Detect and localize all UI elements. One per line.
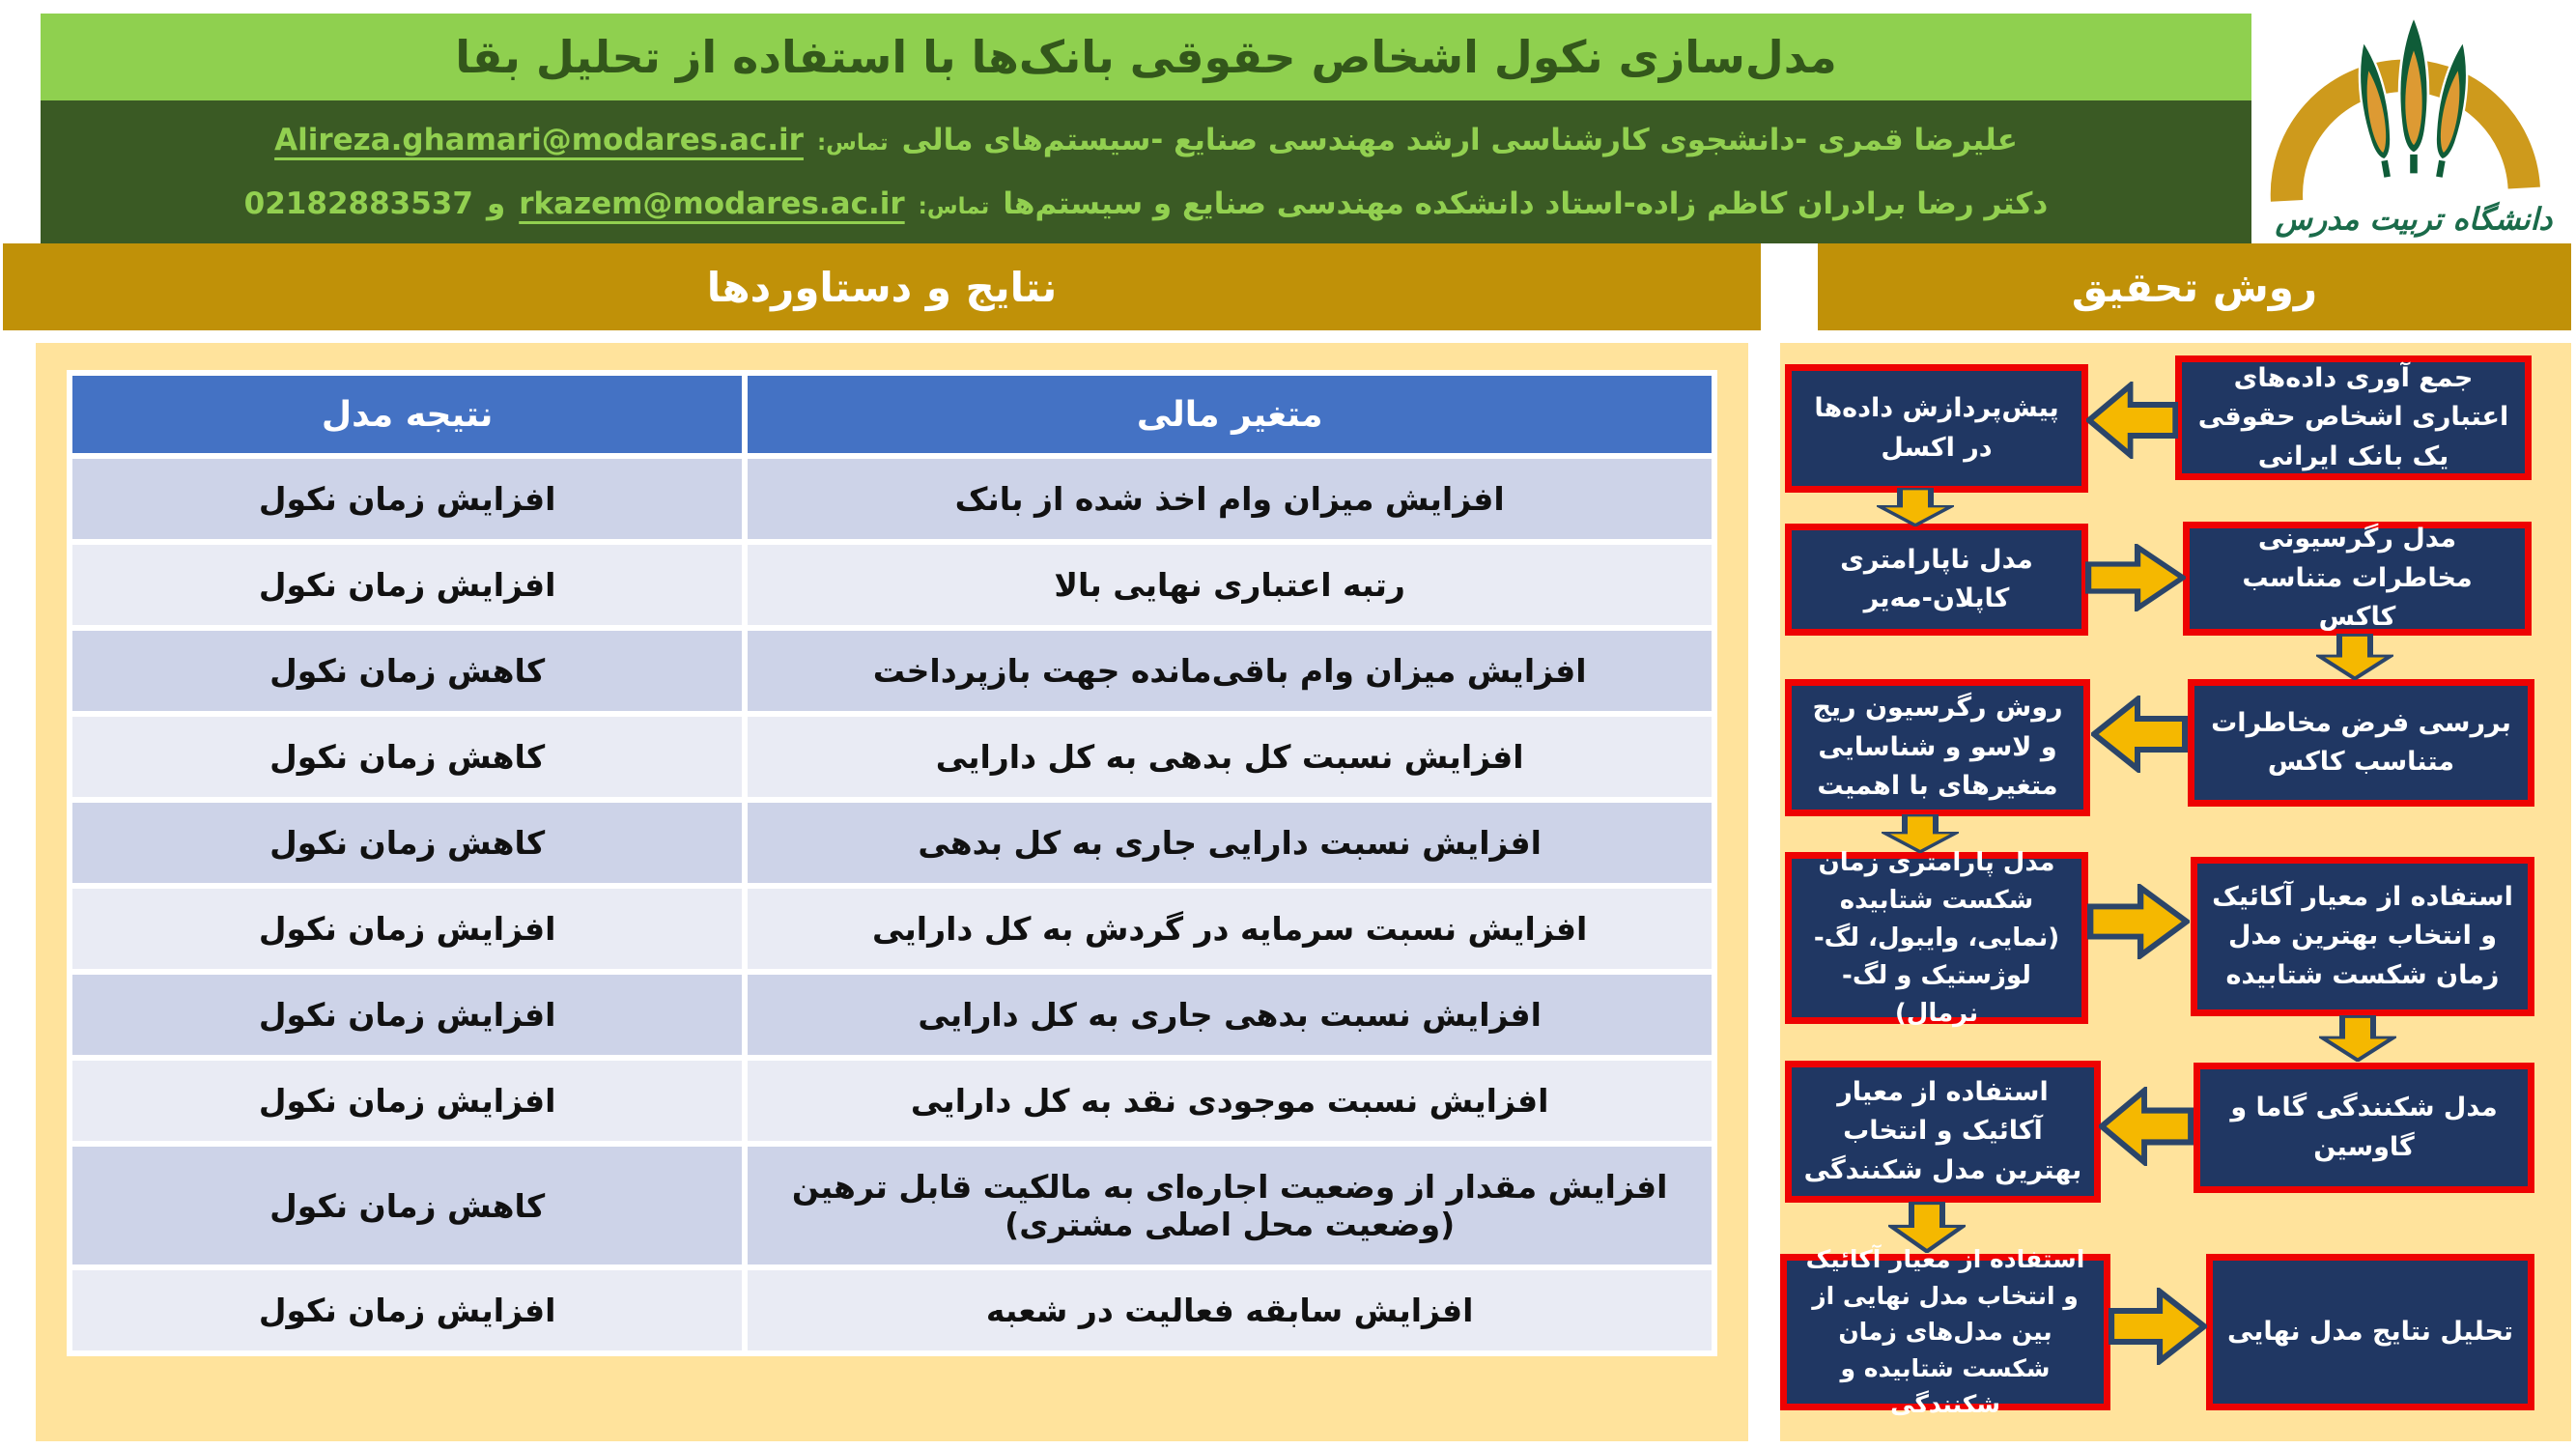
author-name-affiliation: علیرضا قمری -دانشجوی کارشناسی ارشد مهندس…	[901, 123, 2018, 157]
advisor-name-affiliation: دکتر رضا برادران کاظم زاده-استاد دانشکده…	[1003, 186, 2049, 221]
logo-institution-name: دانشگاه تربیت مدرس	[2275, 201, 2554, 238]
model-result-cell: افزایش زمان نکول	[72, 975, 743, 1055]
conjunction-text: و	[486, 186, 506, 221]
model-result-cell: کاهش زمان نکول	[72, 631, 743, 711]
model-result-cell: کاهش زمان نکول	[72, 1147, 743, 1264]
table-row: افزایش نسبت دارایی جاری به کل بدهی کاهش ز…	[72, 803, 1712, 883]
tarbiat-modares-logo-icon: دانشگاه تربیت مدرس	[2270, 14, 2554, 238]
authors-band: علیرضا قمری -دانشجوی کارشناسی ارشد مهندس…	[41, 100, 2251, 243]
table-row: افزایش نسبت موجودی نقد به کل دارایی افزای…	[72, 1061, 1712, 1141]
flow-step-aic-best-aft-model: استفاده از معیار آکائیک و انتخاب بهترین …	[2191, 857, 2534, 1016]
page-title: مدل‌سازی نکول اشخاص حقوقی بانک‌ها با است…	[455, 31, 1837, 83]
table-row: افزایش مقدار از وضعیت اجاره‌ای به مالکیت…	[72, 1147, 1712, 1264]
financial-variable-cell: افزایش نسبت کل بدهی به کل دارایی	[748, 717, 1712, 797]
arrow-left-icon	[2091, 696, 2188, 773]
method-section-title: روش تحقیق	[2071, 263, 2318, 311]
model-result-cell: افزایش زمان نکول	[72, 1270, 743, 1350]
flow-step-parametric-aft-models: مدل پارامتری زمان شکست شتابیده (نمایی، و…	[1785, 848, 2088, 1028]
arrow-down-icon	[2316, 634, 2393, 680]
flow-step-final-results-analysis: تحلیل نتایج مدل نهایی	[2206, 1254, 2534, 1410]
arrow-down-icon	[1882, 814, 1959, 853]
arrow-right-icon	[2085, 544, 2186, 611]
flow-step-kaplan-meier: مدل ناپارامتری کاپلان-مه‌یر	[1785, 524, 2088, 636]
university-logo: دانشگاه تربیت مدرس	[2251, 0, 2576, 243]
flow-step-aic-best-frailty-model: استفاده از معیار آکائیک و انتخاب بهترین …	[1785, 1061, 2101, 1203]
flow-step-cox-assumption-check: بررسی فرض مخاطرات متناسب کاکس	[2188, 679, 2534, 807]
table-row: افزایش سابقه فعالیت در شعبه افزایش زمان ن…	[72, 1270, 1712, 1350]
author-line-advisor: دکتر رضا برادران کاظم زاده-استاد دانشکده…	[41, 186, 2251, 221]
financial-variable-cell: افزایش میزان وام باقی‌مانده جهت بازپرداخ…	[748, 631, 1712, 711]
flow-step-ridge-lasso: روش رگرسیون ریج و لاسو و شناسایی متغیرها…	[1785, 679, 2090, 816]
flow-step-aic-final-model-selection: استفاده از معیار آکائیک و انتخاب مدل نها…	[1780, 1245, 2110, 1418]
financial-variable-cell: رتبه اعتباری نهایی بالا	[748, 545, 1712, 625]
flow-step-data-collection: جمع آوری داده‌های اعتباری اشخاص حقوقی یک…	[2175, 355, 2532, 480]
advisor-email-link[interactable]: rkazem@modares.ac.ir	[519, 186, 905, 221]
results-section-header: نتایج و دستاوردها	[3, 243, 1761, 330]
title-bar: مدل‌سازی نکول اشخاص حقوقی بانک‌ها با است…	[41, 14, 2251, 100]
model-result-cell: افزایش زمان نکول	[72, 459, 743, 539]
arrow-left-icon	[2086, 382, 2178, 459]
table-header-row: متغیر مالی نتیجه مدل	[72, 376, 1712, 453]
financial-variable-cell: افزایش مقدار از وضعیت اجاره‌ای به مالکیت…	[748, 1147, 1712, 1264]
arrow-right-icon	[2109, 1288, 2207, 1365]
logo-trees	[2358, 14, 2469, 180]
model-result-cell: کاهش زمان نکول	[72, 803, 743, 883]
financial-variable-cell: افزایش نسبت موجودی نقد به کل دارایی	[748, 1061, 1712, 1141]
table-row: افزایش نسبت کل بدهی به کل دارایی کاهش زما…	[72, 717, 1712, 797]
arrow-down-icon	[2319, 1015, 2396, 1062]
financial-variable-cell: افزایش سابقه فعالیت در شعبه	[748, 1270, 1712, 1350]
column-header-model-result: نتیجه مدل	[72, 376, 743, 453]
financial-variable-cell: افزایش میزان وام اخذ شده از بانک	[748, 459, 1712, 539]
flow-step-cox-regression: مدل رگرسیونی مخاطرات متناسب کاکس	[2183, 522, 2532, 636]
contact-label: تماس:	[816, 130, 889, 156]
financial-variable-cell: افزایش نسبت بدهی جاری به کل دارایی	[748, 975, 1712, 1055]
table-row: افزایش نسبت سرمایه در گردش به کل دارایی ا…	[72, 889, 1712, 969]
column-header-financial-variable: متغیر مالی	[748, 376, 1712, 453]
table-row: افزایش نسبت بدهی جاری به کل دارایی افزایش…	[72, 975, 1712, 1055]
results-table: متغیر مالی نتیجه مدل افزایش میزان وام اخ…	[67, 370, 1717, 1356]
model-result-cell: افزایش زمان نکول	[72, 889, 743, 969]
table-row: افزایش میزان وام باقی‌مانده جهت بازپرداخ…	[72, 631, 1712, 711]
student-email-link[interactable]: Alireza.ghamari@modares.ac.ir	[274, 123, 804, 157]
arrow-left-icon	[2099, 1087, 2194, 1166]
table-row: رتبه اعتباری نهایی بالا افزایش زمان نکول	[72, 545, 1712, 625]
flow-step-preprocessing-excel: پیش‌پردازش داده‌ها در اکسل	[1785, 364, 2088, 493]
advisor-phone: 02182883537	[243, 186, 473, 221]
model-result-cell: افزایش زمان نکول	[72, 545, 743, 625]
financial-variable-cell: افزایش نسبت دارایی جاری به کل بدهی	[748, 803, 1712, 883]
author-line-student: علیرضا قمری -دانشجوی کارشناسی ارشد مهندس…	[41, 123, 2251, 157]
table-row: افزایش میزان وام اخذ شده از بانک افزایش ز…	[72, 459, 1712, 539]
arrow-down-icon	[1888, 1202, 1966, 1253]
arrow-right-icon	[2087, 884, 2190, 959]
model-result-cell: افزایش زمان نکول	[72, 1061, 743, 1141]
model-result-cell: کاهش زمان نکول	[72, 717, 743, 797]
results-panel: متغیر مالی نتیجه مدل افزایش میزان وام اخ…	[36, 343, 1748, 1441]
flow-step-frailty-models: مدل شکنندگی گاما و گاوسین	[2194, 1063, 2534, 1193]
financial-variable-cell: افزایش نسبت سرمایه در گردش به کل دارایی	[748, 889, 1712, 969]
arrow-down-icon	[1877, 488, 1954, 526]
contact-label: تماس:	[918, 194, 990, 219]
method-panel: جمع آوری داده‌های اعتباری اشخاص حقوقی یک…	[1780, 343, 2571, 1441]
method-section-header: روش تحقیق	[1818, 243, 2571, 330]
results-section-title: نتایج و دستاوردها	[706, 263, 1058, 311]
